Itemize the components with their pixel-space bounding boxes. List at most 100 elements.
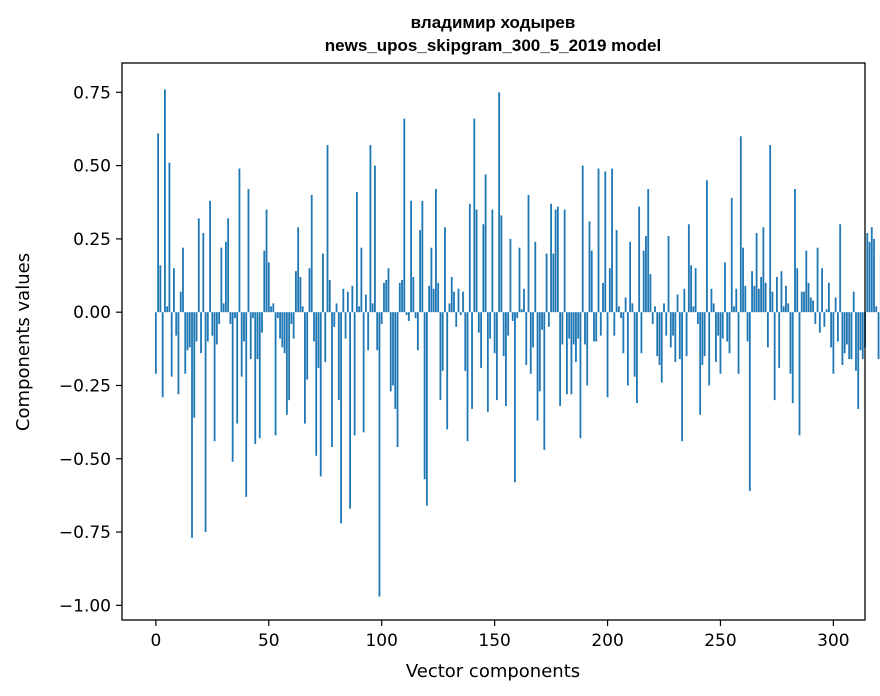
bar	[776, 277, 778, 313]
bar	[721, 312, 724, 339]
bar	[471, 312, 473, 409]
x-tick-label: 0	[150, 631, 161, 651]
bar	[468, 203, 471, 313]
bar	[500, 215, 503, 313]
chart-title: владимир ходырев news_upos_skipgram_300_…	[325, 13, 661, 55]
bar	[712, 303, 715, 313]
bar	[821, 268, 823, 313]
bar	[866, 233, 869, 313]
bar	[728, 312, 731, 354]
bar	[437, 282, 440, 313]
bar	[215, 312, 218, 345]
bar	[782, 306, 785, 313]
bar	[518, 247, 521, 313]
bar	[477, 312, 480, 333]
bar	[263, 250, 266, 313]
bar	[602, 282, 604, 313]
bar	[367, 312, 370, 351]
bar	[739, 136, 742, 313]
bar	[340, 312, 342, 524]
bar	[572, 312, 575, 345]
bar	[337, 312, 340, 401]
bar	[213, 312, 216, 442]
bar	[346, 291, 349, 313]
y-axis-label: Components values	[13, 253, 34, 431]
bar	[416, 312, 419, 351]
bar	[818, 312, 821, 333]
bar	[654, 306, 656, 313]
bar	[376, 312, 379, 351]
bar	[550, 203, 552, 313]
bar	[328, 279, 331, 313]
bar	[195, 312, 198, 342]
bar	[353, 312, 356, 436]
bar	[710, 288, 713, 313]
bar	[877, 312, 880, 360]
bar	[507, 312, 510, 336]
bar	[568, 312, 571, 339]
bar	[154, 312, 157, 374]
bar	[224, 241, 227, 313]
bar	[579, 312, 582, 439]
bar	[306, 312, 309, 380]
bar	[292, 312, 295, 339]
bar	[626, 312, 629, 386]
bar	[342, 288, 345, 313]
bar	[374, 165, 376, 313]
bar	[769, 145, 772, 313]
bar	[313, 312, 315, 342]
bar	[430, 247, 433, 313]
bar	[197, 218, 200, 313]
bar	[809, 297, 812, 313]
bar	[319, 312, 322, 477]
bar	[514, 312, 516, 483]
bar	[841, 312, 844, 365]
bar	[423, 312, 426, 480]
bar	[419, 230, 422, 313]
bar	[267, 262, 270, 313]
bar	[649, 274, 652, 313]
bar	[730, 197, 733, 313]
x-tick-label: 100	[365, 631, 397, 651]
bar	[669, 312, 672, 348]
bar	[401, 279, 403, 313]
bar	[760, 277, 763, 313]
bar	[188, 312, 191, 348]
bar	[173, 268, 175, 313]
bar	[629, 241, 632, 313]
bar	[191, 312, 193, 538]
y-axis: 0.75 0.50 0.25 0.00 −0.25 −0.50 −0.75 −1.00	[59, 83, 122, 616]
bar	[645, 235, 647, 313]
bar	[240, 312, 243, 377]
bar	[642, 250, 645, 313]
bar	[520, 309, 523, 313]
bar	[245, 312, 248, 497]
bar	[570, 312, 573, 395]
bar	[590, 250, 593, 313]
bar	[459, 312, 462, 316]
bar	[464, 312, 467, 371]
bar	[410, 200, 412, 313]
bar	[771, 291, 774, 313]
bar	[378, 312, 381, 597]
bar	[489, 312, 492, 339]
bar	[505, 312, 507, 406]
bar	[807, 282, 810, 313]
bar	[825, 309, 828, 313]
bar	[491, 209, 494, 313]
bar	[816, 247, 819, 313]
plot-frame	[121, 62, 866, 621]
bar	[396, 312, 399, 448]
bar	[254, 312, 257, 445]
bar	[322, 253, 324, 313]
bar	[638, 206, 641, 313]
bar	[236, 312, 239, 424]
bar	[238, 168, 241, 313]
bar	[168, 162, 171, 313]
bar	[389, 312, 392, 392]
bar	[733, 306, 735, 313]
bar	[676, 294, 679, 313]
bar	[536, 312, 539, 421]
bar	[380, 312, 383, 324]
